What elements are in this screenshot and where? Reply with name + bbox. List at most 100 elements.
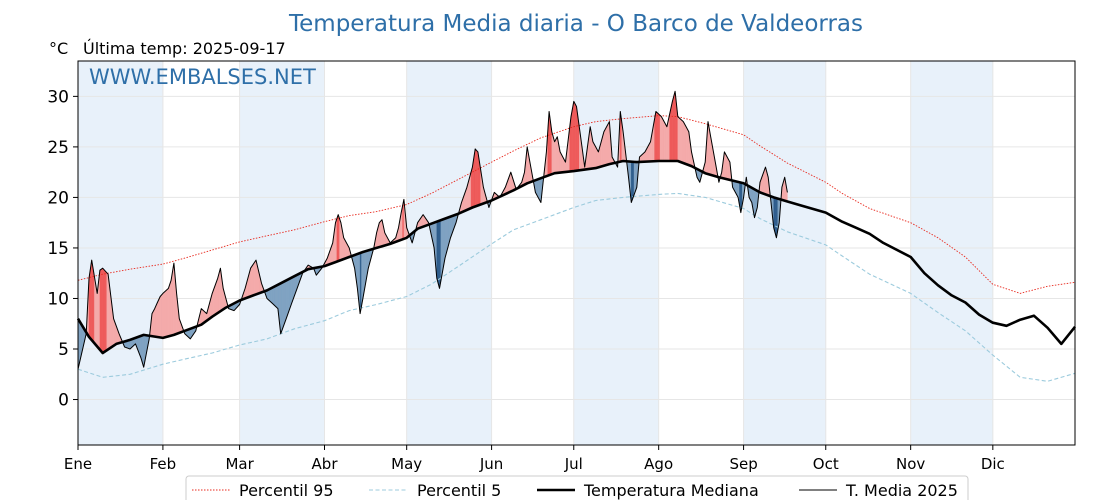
fill-above-median [154, 305, 157, 338]
legend-label-p95: Percentil 95 [239, 481, 334, 500]
series-line-percentil-5 [77, 192, 1076, 382]
fill-above-median [670, 101, 673, 162]
fill-above-median [554, 139, 557, 174]
plot-frame [77, 60, 1076, 446]
legend-label-median: Temperatura Mediana [583, 481, 759, 500]
fill-above-median [335, 218, 338, 263]
fill-above-median [726, 156, 729, 180]
fill-above-median [106, 272, 109, 351]
fill-above-median [555, 136, 558, 174]
series-line-media-2025 [77, 90, 788, 370]
month-band [743, 61, 826, 445]
fill-above-median [101, 267, 103, 354]
month-band [78, 61, 163, 445]
fill-above-median [592, 141, 595, 169]
fill-above-median [170, 271, 173, 336]
fill-below-median [633, 161, 636, 195]
fill-above-median [155, 302, 158, 338]
fill-above-median [655, 111, 658, 162]
fill-above-median [343, 237, 346, 260]
fill-below-median [288, 278, 291, 312]
fill-below-median [273, 285, 276, 307]
y-tick-label: 15 [47, 239, 69, 259]
fill-below-median [287, 278, 290, 315]
fill-above-median [659, 114, 662, 162]
fill-below-median [276, 284, 279, 310]
series-lines [76, 90, 1077, 382]
fill-above-median [725, 154, 728, 180]
fill-above-median [607, 121, 610, 165]
fill-above-median [251, 263, 254, 297]
fill-above-median [105, 270, 107, 352]
x-tick-label: Dic [981, 455, 1005, 473]
fill-above-median [724, 151, 726, 180]
fill-above-median [165, 289, 168, 338]
month-bands [78, 61, 993, 445]
fill-above-median [253, 261, 255, 296]
fill-above-median [470, 167, 473, 209]
fill-above-median [680, 118, 683, 163]
legend: Percentil 95 Percentil 5 Temperatura Med… [185, 475, 969, 500]
fill-above-median [254, 259, 257, 296]
x-axis: Ene Feb Mar Abr May Jun Jul Ago Sep Oct Nov Dic [64, 445, 1005, 473]
fill-above-median [95, 285, 98, 348]
fill-above-median [553, 136, 555, 174]
watermark: WWW.EMBALSES.NET [89, 65, 316, 89]
fill-above-median [603, 129, 606, 166]
fill-above-median [218, 268, 221, 313]
fill-above-median [162, 291, 165, 339]
fill-below-median [283, 280, 285, 327]
fill-above-median [657, 112, 659, 162]
fill-above-median [606, 124, 609, 166]
fill-above-median [681, 119, 684, 164]
legend-label-2025: T. Media 2025 [845, 481, 958, 500]
x-tick-label: May [391, 455, 422, 473]
fill-above-median [216, 278, 218, 315]
month-band [910, 61, 993, 445]
fill-above-median [166, 287, 169, 338]
month-band [573, 61, 659, 445]
y-tick-label: 30 [47, 87, 69, 107]
fill-below-median [272, 286, 275, 306]
fill-above-median [94, 276, 97, 346]
fill-above-median [158, 296, 161, 338]
chart-title: Temperatura Media diaria - O Barco de Va… [288, 11, 863, 37]
fill-above-median [661, 116, 663, 162]
x-tick-label: Jun [479, 455, 503, 473]
fill-above-median [92, 268, 95, 344]
fill-above-median [672, 96, 674, 162]
fill-above-median [90, 260, 92, 341]
fill-above-median [595, 146, 598, 169]
fill-above-median [157, 299, 160, 338]
fill-above-median [673, 91, 676, 162]
fill-below-median [436, 220, 439, 284]
fill-below-median [269, 287, 272, 303]
fill-below-median [275, 285, 277, 308]
fill-above-median [91, 260, 94, 343]
fill-above-median [474, 148, 477, 207]
fill-above-median [574, 103, 577, 172]
fill-below-median [539, 177, 542, 203]
legend-box [185, 475, 969, 500]
fill-above-median [159, 294, 162, 338]
fill-above-median [605, 126, 607, 166]
fill-above-median [169, 280, 172, 337]
fill-below-median [359, 252, 362, 314]
fill-above-median [663, 121, 666, 162]
fill-above-median [662, 119, 665, 162]
x-tick-label: Ene [64, 455, 92, 473]
y-tick-label: 10 [47, 289, 69, 309]
fill-above-median [214, 281, 217, 316]
fill-above-median [339, 218, 342, 261]
fill-above-median [153, 308, 155, 337]
fill-above-median [476, 149, 479, 207]
fill-above-median [573, 101, 576, 172]
fill-above-median [102, 267, 105, 354]
fill-above-median [168, 284, 170, 337]
x-tick-label: Oct [813, 455, 839, 473]
fill-above-median [338, 214, 340, 262]
x-tick-label: Mar [225, 455, 254, 473]
fill-above-median [679, 117, 681, 163]
y-tick-label: 0 [58, 391, 69, 411]
fill-above-median [380, 219, 383, 248]
